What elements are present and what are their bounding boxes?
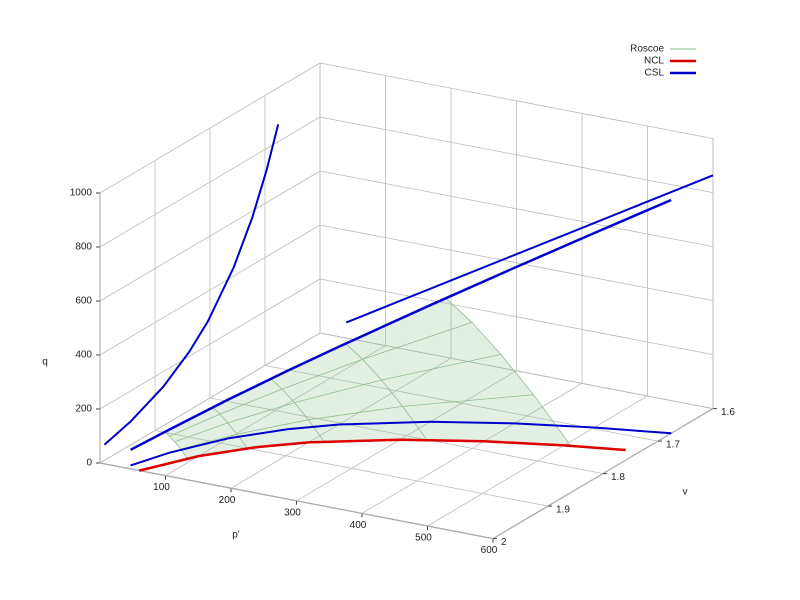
curve-projection [130, 420, 672, 467]
x-tick-label: 500 [415, 533, 432, 544]
grid-line [99, 224, 321, 356]
curve-projection [139, 438, 626, 472]
grid: 100 200 300 400 500 600 1.6 1.7 1.8 1.9 2 0 200 400 60… [70, 62, 735, 556]
plot-area [103, 124, 714, 472]
surface-patch [164, 407, 248, 459]
z-tick-label: 0 [86, 458, 92, 469]
grid-line [264, 365, 659, 442]
surface-patch [270, 343, 427, 442]
y-tick-label: 1.6 [721, 407, 735, 418]
surface-patch [345, 298, 571, 446]
x-tick-label: 100 [153, 482, 170, 493]
grid-line [319, 116, 714, 193]
z-tick-label: 200 [75, 404, 92, 415]
grid-line [99, 170, 321, 302]
grid-line [319, 62, 714, 139]
curve-projection [103, 124, 280, 446]
grid-line [319, 224, 714, 301]
y-tick-label: 1.7 [666, 440, 680, 451]
grid-line [99, 332, 321, 464]
grid-line [99, 278, 321, 410]
grid-line [319, 170, 714, 247]
y-axis-label: v [683, 487, 688, 498]
legend-label: CSL [645, 68, 665, 79]
x-tick-label: 400 [350, 520, 367, 531]
curve-projection [345, 174, 714, 324]
z-tick-label: 800 [75, 242, 92, 253]
grid-line [99, 462, 494, 539]
x-tick-label: 200 [219, 495, 236, 506]
grid-line [154, 430, 549, 507]
legend-label: Roscoe [630, 44, 664, 55]
y-tick-label: 1.8 [611, 472, 625, 483]
grid-line [99, 62, 321, 194]
z-tick-label: 1000 [70, 188, 93, 199]
grid-line [99, 116, 321, 248]
surface-line [180, 394, 534, 450]
surface-line [174, 354, 501, 443]
z-tick-label: 400 [75, 350, 92, 361]
x-tick-label: 600 [481, 545, 498, 556]
grid-line [319, 278, 714, 355]
y-tick-label: 2 [501, 537, 507, 548]
z-axis-label: q [42, 357, 48, 368]
legend-label: NCL [644, 56, 664, 67]
surface-patch [212, 378, 324, 449]
x-tick-label: 300 [284, 507, 301, 518]
z-tick-label: 600 [75, 296, 92, 307]
curve [130, 198, 672, 451]
grid-line [319, 332, 714, 409]
y-tick-label: 1.9 [556, 505, 570, 516]
grid-line [209, 397, 604, 474]
surface-line [169, 322, 473, 437]
x-axis-label: p' [232, 530, 240, 541]
